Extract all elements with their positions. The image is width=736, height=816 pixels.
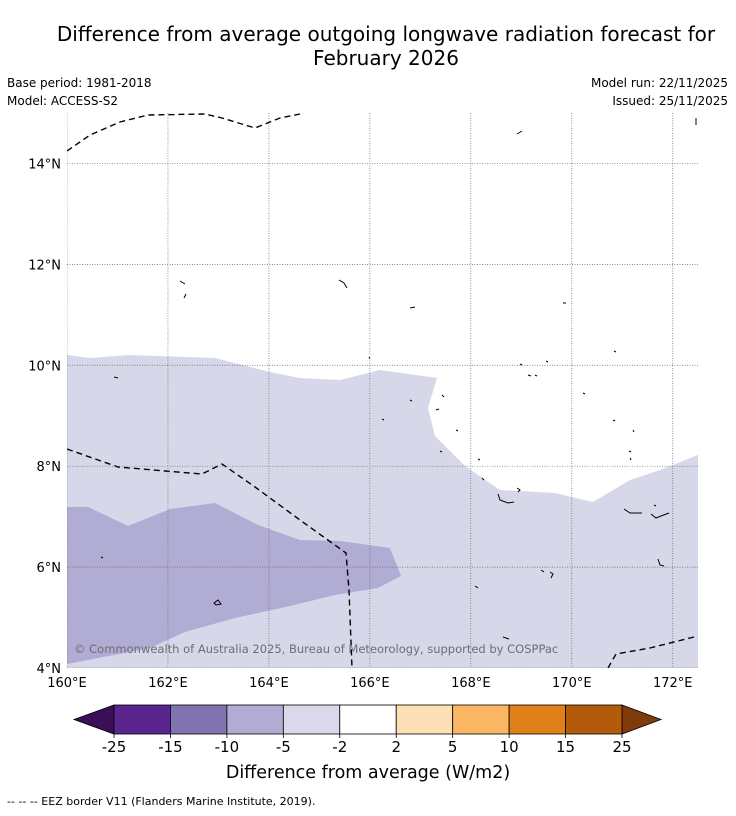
map-figure: © Commonwealth of Australia 2025, Bureau… — [28, 113, 698, 783]
header-left: Base period: 1981-2018 Model: ACCESS-S2 — [7, 74, 152, 110]
copyright-notice: © Commonwealth of Australia 2025, Bureau… — [74, 642, 558, 656]
colorbar-tick-label: 2 — [391, 738, 401, 756]
x-tick-label: 164°E — [249, 676, 289, 691]
anomaly-fields: © Commonwealth of Australia 2025, Bureau… — [67, 113, 698, 668]
island — [650, 512, 670, 519]
colorbar-segment — [170, 704, 228, 735]
colorbar-segment — [395, 704, 454, 735]
island — [519, 363, 523, 366]
island — [477, 458, 481, 461]
x-tick-label: 166°E — [350, 676, 390, 691]
island — [100, 556, 104, 559]
colorbar-label: Difference from average (W/m2) — [226, 763, 510, 783]
island — [441, 394, 445, 398]
y-tick-label: 12°N — [28, 258, 61, 273]
issued-date: Issued: 25/11/2025 — [612, 94, 728, 108]
island — [338, 279, 348, 289]
island — [628, 450, 632, 461]
x-axis-ticks: 160°E 162°E 164°E 166°E 168°E 170°E 172°E — [47, 676, 692, 691]
eez-border-southeast — [607, 635, 698, 668]
island — [527, 374, 538, 377]
x-tick-label: 162°E — [148, 676, 188, 691]
model-name: Model: ACCESS-S2 — [7, 94, 119, 108]
y-tick-label: 8°N — [37, 460, 62, 475]
colorbar-tick-label: -10 — [215, 738, 240, 756]
island — [632, 429, 635, 433]
y-axis-ticks: 4°N 6°N 8°N 10°N 12°N 14°N — [28, 157, 61, 677]
island-outlines — [100, 118, 697, 640]
colorbar-tick-label: -15 — [158, 738, 183, 756]
island — [381, 418, 385, 421]
eez-border-west — [67, 448, 353, 668]
colorbar-tick-label: -5 — [276, 738, 291, 756]
island — [612, 419, 616, 422]
island — [582, 392, 586, 395]
colorbar-segment — [282, 704, 341, 735]
island — [439, 450, 443, 453]
title-line-1: Difference from average outgoing longwav… — [56, 22, 716, 46]
colorbar-tick-label: 5 — [448, 738, 458, 756]
colorbar-tick-label: 25 — [612, 738, 631, 756]
x-tick-label: 168°E — [451, 676, 491, 691]
base-period: Base period: 1981-2018 — [7, 76, 152, 90]
colorbar-tick-label: -25 — [102, 738, 127, 756]
title-line-2: February 2026 — [313, 46, 459, 70]
island — [179, 280, 186, 285]
colorbar-segment — [452, 704, 510, 735]
island — [474, 585, 479, 589]
colorbar: -25 -15 -10 -5 -2 2 5 10 15 25 Difference from av… — [72, 704, 663, 783]
island — [545, 360, 549, 363]
island — [409, 399, 413, 402]
x-tick-label: 172°E — [653, 676, 693, 691]
gridlines — [67, 113, 698, 668]
colorbar-segment — [226, 704, 284, 735]
colorbar-tick-label: 15 — [556, 738, 575, 756]
island — [653, 504, 657, 507]
y-tick-label: 4°N — [37, 662, 62, 677]
island — [183, 293, 187, 299]
chart-title: Difference from average outgoing longwav… — [0, 22, 736, 70]
colorbar-tick-label: -2 — [332, 738, 347, 756]
y-tick-label: 14°N — [28, 157, 61, 172]
colorbar-segment — [565, 704, 623, 735]
island — [481, 477, 485, 481]
eez-borders — [67, 113, 698, 668]
model-run: Model run: 22/11/2025 — [590, 76, 728, 90]
island — [623, 508, 642, 514]
colorbar-segment — [339, 704, 397, 735]
eez-border-north — [67, 113, 301, 152]
island — [657, 558, 665, 567]
y-tick-label: 6°N — [37, 561, 62, 576]
island — [613, 350, 617, 353]
island — [409, 306, 416, 309]
x-tick-label: 170°E — [552, 676, 592, 691]
anomaly-region-medium — [67, 503, 401, 664]
island — [455, 429, 459, 432]
eez-footnote: -- -- -- EEZ border V11 (Flanders Marine… — [7, 795, 316, 808]
colorbar-under-arrow — [72, 704, 115, 735]
island — [113, 376, 119, 379]
colorbar-tick-label: 10 — [500, 738, 519, 756]
header-right: Model run: 22/11/2025 Issued: 25/11/2025 — [591, 74, 728, 110]
y-tick-label: 10°N — [28, 359, 61, 374]
x-tick-label: 160°E — [47, 676, 87, 691]
island — [516, 130, 523, 135]
island — [516, 487, 521, 493]
island — [497, 493, 515, 504]
island — [540, 569, 545, 573]
colorbar-segment — [113, 704, 171, 735]
colorbar-over-arrow — [621, 704, 663, 735]
island — [549, 571, 554, 579]
island — [435, 408, 440, 411]
island — [213, 599, 222, 606]
colorbar-segment — [508, 704, 566, 735]
island — [502, 636, 510, 640]
